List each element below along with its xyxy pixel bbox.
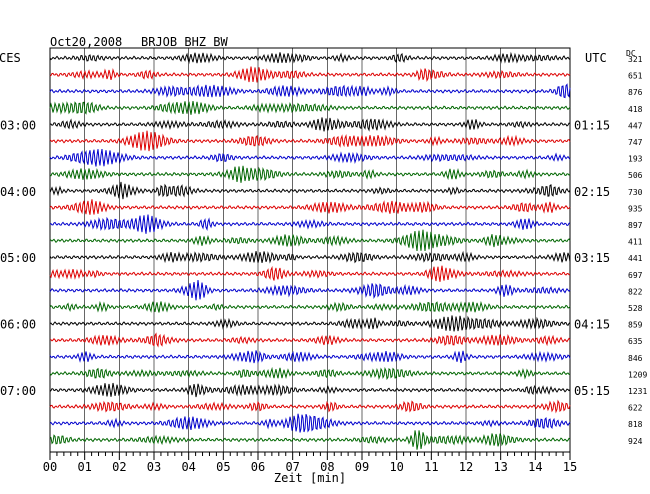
x-tick-label: 02 — [112, 460, 126, 474]
seismic-trace-15 — [49, 300, 571, 313]
right-hour-label: 05:15 — [574, 384, 610, 398]
dc-offset-label: 818 — [628, 420, 643, 429]
seismic-traces — [49, 51, 571, 450]
dc-offset-label: 635 — [628, 337, 643, 346]
seismic-trace-16 — [49, 315, 571, 332]
dc-offset-label: 447 — [628, 121, 643, 130]
dc-offset-label: 441 — [628, 254, 643, 263]
x-tick-label: 03 — [147, 460, 161, 474]
dc-label: DC — [626, 49, 636, 58]
dc-offset-label: 935 — [628, 204, 643, 213]
seismic-trace-14 — [49, 279, 571, 301]
seismic-trace-6 — [49, 148, 571, 167]
dc-offset-label: 1209 — [628, 370, 647, 379]
left-hour-label: 07:00 — [0, 384, 36, 398]
seismic-trace-10 — [49, 214, 571, 234]
dc-offset-label: 859 — [628, 321, 643, 330]
x-tick-label: 11 — [424, 460, 438, 474]
dc-offset-label: 193 — [628, 155, 643, 164]
seismic-trace-23 — [49, 430, 571, 450]
seismic-trace-17 — [49, 332, 571, 348]
x-tick-label: 15 — [563, 460, 577, 474]
right-hour-label: 03:15 — [574, 251, 610, 265]
chart-title-station: BRJOB BHZ BW — [141, 35, 228, 49]
dc-offset-label: 846 — [628, 354, 643, 363]
seismic-trace-9 — [49, 199, 571, 215]
dc-offset-label: 822 — [628, 287, 643, 296]
dc-offset-label: 528 — [628, 304, 643, 313]
seismic-trace-1 — [49, 66, 571, 83]
left-hour-label: 03:00 — [0, 118, 36, 132]
dc-offset-label: 747 — [628, 138, 643, 147]
seismic-trace-7 — [49, 165, 571, 183]
x-tick-label: 07 — [285, 460, 299, 474]
left-hour-label: 06:00 — [0, 318, 36, 332]
dc-offset-label: 622 — [628, 404, 643, 413]
x-tick-label: 00 — [43, 460, 57, 474]
x-tick-label: 12 — [459, 460, 473, 474]
x-tick-label: 14 — [528, 460, 542, 474]
seismic-trace-4 — [49, 117, 571, 132]
left-hour-label: 05:00 — [0, 251, 36, 265]
left-hour-label: 04:00 — [0, 185, 36, 199]
dc-offset-label: 876 — [628, 88, 643, 97]
dc-offset-label: 1231 — [628, 387, 647, 396]
seismic-trace-0 — [49, 51, 571, 65]
seismic-trace-12 — [49, 250, 571, 264]
x-tick-label: 13 — [493, 460, 507, 474]
left-timezone-label: CES — [0, 51, 21, 65]
seismic-trace-13 — [49, 265, 571, 282]
x-tick-label: 04 — [181, 460, 195, 474]
x-tick-label: 06 — [251, 460, 265, 474]
dc-offset-label: 697 — [628, 271, 643, 280]
right-timezone-label: UTC — [585, 51, 607, 65]
seismic-trace-22 — [49, 413, 571, 433]
seismic-trace-18 — [49, 350, 571, 364]
dc-offset-label: 897 — [628, 221, 643, 230]
dc-offset-label: 924 — [628, 437, 643, 446]
seismic-trace-20 — [49, 382, 571, 398]
x-tick-label: 09 — [355, 460, 369, 474]
plot-frame — [49, 47, 571, 453]
dc-offset-label: 730 — [628, 188, 643, 197]
x-tick-label: 05 — [216, 460, 230, 474]
x-tick-label: 10 — [389, 460, 403, 474]
right-hour-label: 04:15 — [574, 318, 610, 332]
dc-offset-label: 411 — [628, 238, 643, 247]
x-tick-label: 08 — [320, 460, 334, 474]
seismic-trace-19 — [49, 366, 571, 381]
seismic-trace-2 — [49, 83, 571, 99]
right-hour-label: 02:15 — [574, 185, 610, 199]
dc-offset-label: 321 — [628, 55, 643, 64]
x-tick-label: 01 — [77, 460, 91, 474]
seismic-trace-11 — [49, 229, 571, 251]
right-hour-label: 01:15 — [574, 118, 610, 132]
time-grid — [49, 47, 571, 460]
seismic-trace-5 — [49, 130, 571, 152]
seismic-trace-3 — [49, 100, 571, 115]
seismic-trace-21 — [49, 399, 571, 414]
seismic-trace-8 — [49, 181, 571, 200]
chart-title-date: Oct20,2008 — [50, 35, 122, 49]
dc-offset-label: 418 — [628, 105, 643, 114]
x-axis-title: Zeit [min] — [274, 471, 346, 485]
dc-offset-label: 651 — [628, 72, 643, 81]
dc-offset-label: 506 — [628, 171, 643, 180]
axis-labels: 00 01 02 03 04 05 06 07 08 09 10 11 12 13 14 15 321 651 87… — [0, 55, 647, 474]
